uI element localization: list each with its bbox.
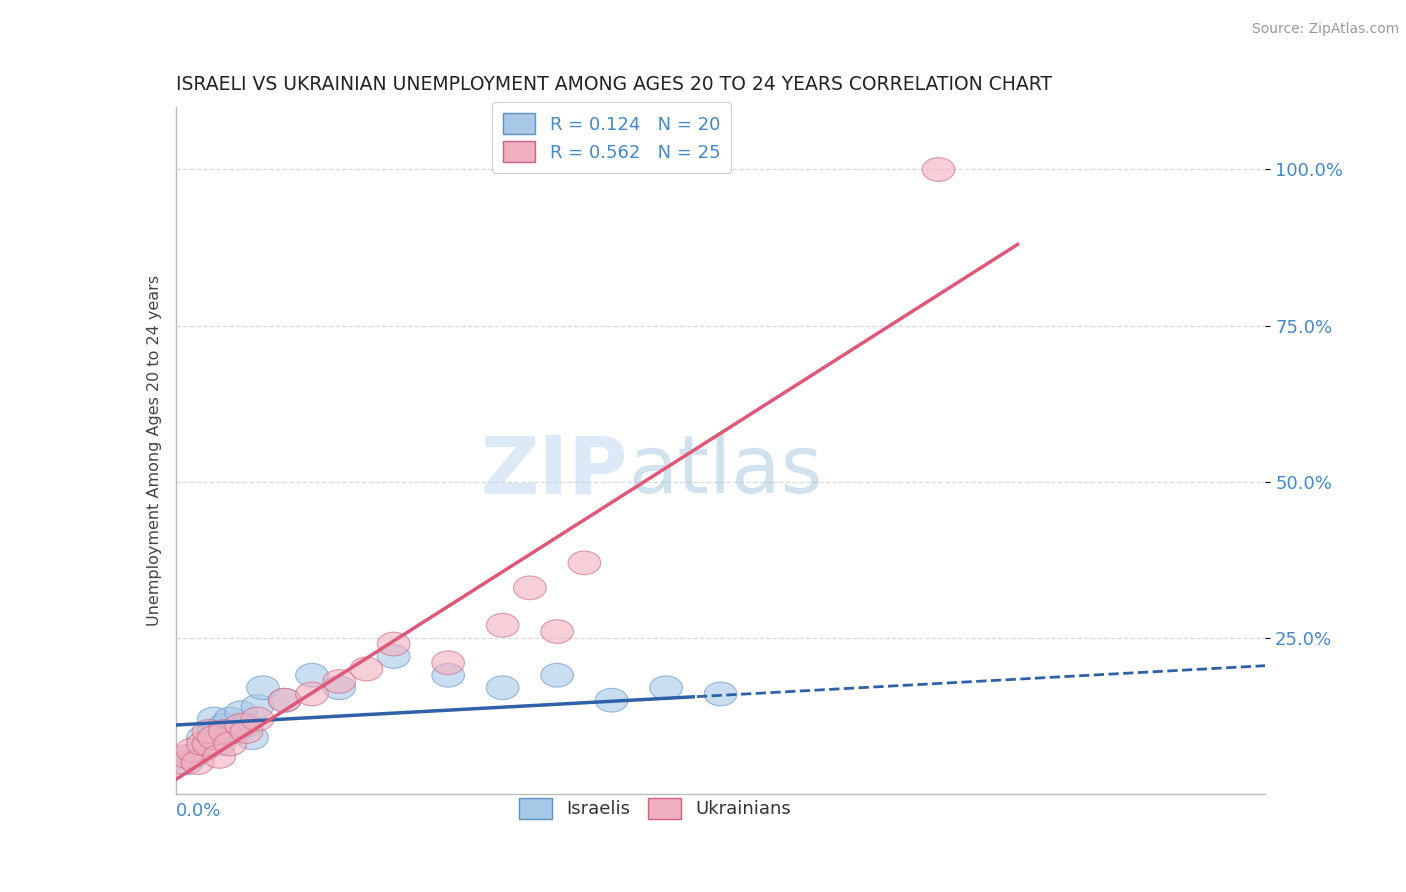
Ellipse shape — [193, 732, 225, 756]
Ellipse shape — [225, 714, 257, 737]
Ellipse shape — [269, 689, 301, 712]
Ellipse shape — [323, 670, 356, 693]
Ellipse shape — [377, 645, 411, 668]
Ellipse shape — [208, 714, 242, 737]
Ellipse shape — [170, 745, 202, 768]
Legend: Israelis, Ukrainians: Israelis, Ukrainians — [512, 791, 799, 826]
Ellipse shape — [541, 620, 574, 643]
Ellipse shape — [650, 676, 682, 699]
Ellipse shape — [323, 676, 356, 699]
Text: atlas: atlas — [628, 432, 823, 510]
Text: ISRAELI VS UKRAINIAN UNEMPLOYMENT AMONG AGES 20 TO 24 YEARS CORRELATION CHART: ISRAELI VS UKRAINIAN UNEMPLOYMENT AMONG … — [176, 75, 1052, 95]
Y-axis label: Unemployment Among Ages 20 to 24 years: Unemployment Among Ages 20 to 24 years — [146, 275, 162, 626]
Ellipse shape — [295, 664, 329, 687]
Ellipse shape — [208, 720, 242, 743]
Ellipse shape — [197, 726, 231, 749]
Ellipse shape — [236, 726, 269, 749]
Ellipse shape — [181, 751, 214, 774]
Ellipse shape — [187, 739, 219, 762]
Ellipse shape — [214, 732, 246, 756]
Ellipse shape — [350, 657, 382, 681]
Text: ZIP: ZIP — [481, 432, 628, 510]
Ellipse shape — [202, 732, 236, 756]
Ellipse shape — [197, 720, 231, 743]
Ellipse shape — [432, 651, 464, 674]
Ellipse shape — [513, 576, 546, 599]
Ellipse shape — [242, 707, 274, 731]
Ellipse shape — [486, 614, 519, 637]
Text: Source: ZipAtlas.com: Source: ZipAtlas.com — [1251, 22, 1399, 37]
Ellipse shape — [231, 720, 263, 743]
Ellipse shape — [231, 714, 263, 737]
Ellipse shape — [568, 551, 600, 574]
Ellipse shape — [193, 732, 225, 756]
Ellipse shape — [678, 795, 710, 818]
Ellipse shape — [202, 745, 236, 768]
Ellipse shape — [187, 726, 219, 749]
Ellipse shape — [432, 664, 464, 687]
Ellipse shape — [197, 707, 231, 731]
Text: 0.0%: 0.0% — [176, 802, 221, 820]
Ellipse shape — [225, 701, 257, 724]
Ellipse shape — [486, 676, 519, 699]
Ellipse shape — [176, 739, 208, 762]
Ellipse shape — [219, 720, 252, 743]
Ellipse shape — [377, 632, 411, 656]
Ellipse shape — [295, 682, 329, 706]
Ellipse shape — [242, 695, 274, 718]
Ellipse shape — [187, 732, 219, 756]
Ellipse shape — [165, 751, 197, 774]
Ellipse shape — [922, 158, 955, 181]
Ellipse shape — [269, 689, 301, 712]
Ellipse shape — [170, 751, 202, 774]
Ellipse shape — [176, 745, 208, 768]
Ellipse shape — [704, 682, 737, 706]
Ellipse shape — [214, 707, 246, 731]
Ellipse shape — [541, 664, 574, 687]
Ellipse shape — [595, 689, 628, 712]
Ellipse shape — [246, 676, 280, 699]
Ellipse shape — [193, 720, 225, 743]
